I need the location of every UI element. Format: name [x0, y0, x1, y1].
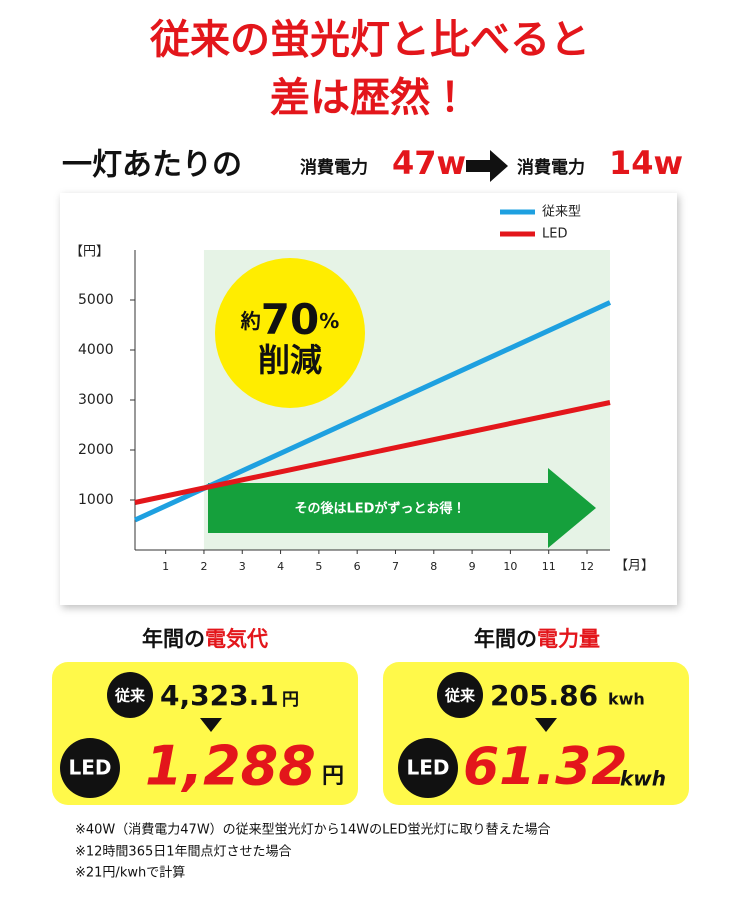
callout-top: 約70%	[240, 295, 340, 344]
x-tick-label: 1	[162, 560, 169, 573]
title: 従来の蛍光灯と比べると	[149, 17, 590, 63]
callout-prefix: 約	[240, 309, 261, 333]
badge	[437, 672, 483, 718]
summary: 年間の電気代 従来 4,323.1 円 LED 1,288 円 年間の電力量 従…	[52, 627, 689, 805]
x-tick-label: 12	[580, 560, 594, 573]
label: 消費電力	[300, 157, 368, 178]
title: 差は歴然！	[270, 75, 470, 121]
subtitle: 一灯あたりの	[62, 148, 242, 183]
callout-unit: %	[319, 309, 339, 333]
x-axis-label: 【月】	[615, 559, 654, 574]
note: ※12時間365日1年間点灯させた場合	[75, 845, 292, 860]
heading-prefix: 年間の	[142, 627, 205, 651]
heading-highlight: 電気代	[205, 627, 268, 651]
note: ※40W（消費電力47W）の従来型蛍光灯から14WのLED蛍光灯に取り替えた場合	[75, 823, 551, 838]
summary-heading: 年間の電力量	[474, 627, 600, 651]
legend-label: 従来型	[542, 205, 581, 220]
down-arrow	[535, 718, 557, 732]
old-value: 205.86	[490, 679, 598, 712]
y-tick-label: 2000	[78, 442, 114, 458]
arrow-text: その後はLEDがずっとお得！	[295, 501, 466, 517]
legend-label: LED	[542, 227, 567, 242]
heading-prefix: 年間の	[474, 627, 537, 651]
unit: 円	[282, 690, 299, 710]
x-tick-label: 10	[503, 560, 517, 573]
x-tick-label: 3	[239, 560, 246, 573]
heading-highlight: 電力量	[537, 627, 600, 651]
badge-text: LED	[406, 756, 449, 780]
summary-heading: 年間の電気代	[142, 627, 268, 651]
led-value: 1,288	[145, 735, 316, 798]
badge	[398, 738, 458, 798]
unit: kwh	[620, 767, 666, 791]
unit: kwh	[608, 690, 645, 709]
callout-text: 削減	[258, 341, 322, 379]
x-tick-label: 11	[542, 560, 556, 573]
x-tick-label: 8	[430, 560, 437, 573]
value: 47w	[392, 144, 466, 182]
x-tick-label: 2	[200, 560, 207, 573]
old-value: 4,323.1	[160, 679, 279, 712]
badge-text: 従来	[114, 687, 146, 705]
badge-text: LED	[68, 756, 111, 780]
unit: 円	[322, 764, 344, 789]
badge	[60, 738, 120, 798]
x-tick-label: 4	[277, 560, 284, 573]
label: 消費電力	[517, 157, 585, 178]
down-arrow	[200, 718, 222, 732]
callout-number: 70	[261, 295, 319, 344]
x-tick-label: 5	[315, 560, 322, 573]
x-tick-label: 7	[392, 560, 399, 573]
y-tick-label: 1000	[78, 492, 114, 508]
series-line	[134, 400, 611, 505]
y-tick-label: 4000	[78, 342, 114, 358]
arrow	[208, 468, 596, 548]
badge-text: 従来	[444, 687, 476, 705]
callout-circle	[215, 258, 365, 408]
x-tick-label: 6	[354, 560, 361, 573]
y-tick-label: 5000	[78, 292, 114, 308]
y-axis-label: 【円】	[70, 245, 109, 260]
led-value: 61.32	[463, 737, 627, 797]
note: ※21円/kwhで計算	[75, 865, 185, 881]
x-tick-label: 9	[469, 560, 476, 573]
y-tick-label: 3000	[78, 392, 114, 408]
value: 14w	[609, 144, 683, 182]
badge	[107, 672, 153, 718]
arrow	[466, 150, 508, 182]
